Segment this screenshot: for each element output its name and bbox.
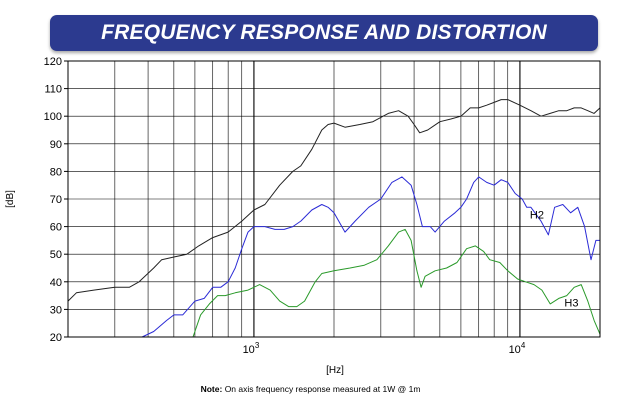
y-tick-label: 60 [50, 222, 62, 234]
footnote: Note: On axis frequency response measure… [0, 384, 621, 394]
y-axis-label: [dB] [5, 190, 16, 208]
y-tick-label: 90 [50, 139, 62, 151]
x-axis-label: [Hz] [326, 365, 344, 376]
x-tick-label: 103 [243, 341, 260, 356]
y-tick-label: 50 [50, 249, 62, 261]
x-tick-label: 104 [509, 341, 526, 356]
y-tick-label: 110 [44, 84, 62, 96]
y-tick-label: 20 [50, 332, 62, 344]
series-line-h3 [192, 228, 601, 338]
y-tick-label: 70 [50, 194, 62, 206]
plot-frame [67, 60, 601, 338]
series-line-h2 [141, 176, 600, 338]
label-layer: 20 30 40 50 60 70 80 90 100 110 120 103 104 H2 H3 [44, 56, 579, 356]
chart-title-banner: FREQUENCY RESPONSE AND DISTORTION [50, 15, 598, 51]
y-tick-label: 80 [50, 166, 62, 178]
y-tick-label: 30 [50, 304, 62, 316]
series-label-h3: H3 [564, 298, 578, 310]
series-layer [67, 99, 601, 338]
footnote-text: On axis frequency response measured at 1… [224, 384, 421, 394]
series-label-h2: H2 [530, 209, 544, 221]
series-line-fundamental [67, 99, 601, 302]
footnote-label: Note: [200, 384, 223, 394]
y-tick-label: 40 [50, 277, 62, 289]
chart-title: FREQUENCY RESPONSE AND DISTORTION [101, 21, 547, 44]
grid-layer [64, 60, 600, 338]
y-tick-label: 100 [44, 111, 62, 123]
y-tick-label: 120 [44, 56, 62, 68]
